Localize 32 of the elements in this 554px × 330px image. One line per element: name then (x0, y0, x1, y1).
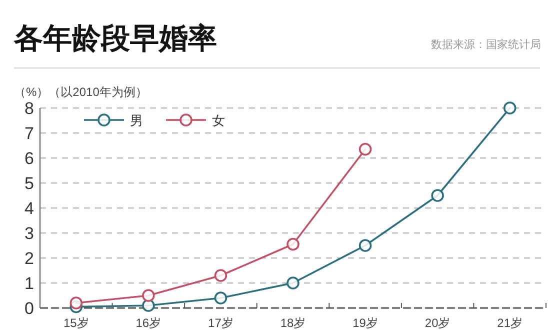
x-tick-label: 16岁 (136, 316, 162, 330)
x-tick-label: 20岁 (424, 316, 450, 330)
y-axis-title: （%）（以2010年为例） (14, 85, 148, 99)
y-tick-label: 5 (24, 174, 34, 193)
x-tick-label: 17岁 (208, 316, 234, 330)
y-tick-label: 3 (24, 224, 34, 243)
y-tick-label: 4 (24, 199, 34, 218)
point (431, 189, 444, 202)
y-tick-label: 2 (24, 249, 34, 268)
point (214, 292, 228, 304)
y-tick-label: 6 (24, 149, 34, 168)
point (214, 269, 228, 282)
point (70, 296, 83, 310)
source-note: 数据来源：国家统计局 (431, 38, 541, 51)
point (286, 276, 300, 290)
point (503, 102, 516, 114)
legend-label: 男 (130, 113, 143, 128)
point (142, 289, 155, 302)
point (286, 238, 300, 251)
x-tick-label: 18岁 (280, 316, 306, 330)
y-tick-label: 0 (24, 299, 34, 318)
point (358, 239, 372, 252)
y-tick-label: 1 (24, 274, 34, 293)
x-tick-label: 19岁 (352, 316, 378, 330)
x-tick-label: 21岁 (497, 316, 523, 330)
point (142, 299, 155, 312)
x-tick-label: 15岁 (63, 316, 89, 330)
legend-label: 女 (212, 113, 225, 128)
y-tick-label: 7 (24, 124, 34, 143)
chart-title: 各年龄段早婚率 (13, 22, 217, 55)
y-tick-label: 8 (24, 99, 34, 118)
point (358, 142, 372, 156)
